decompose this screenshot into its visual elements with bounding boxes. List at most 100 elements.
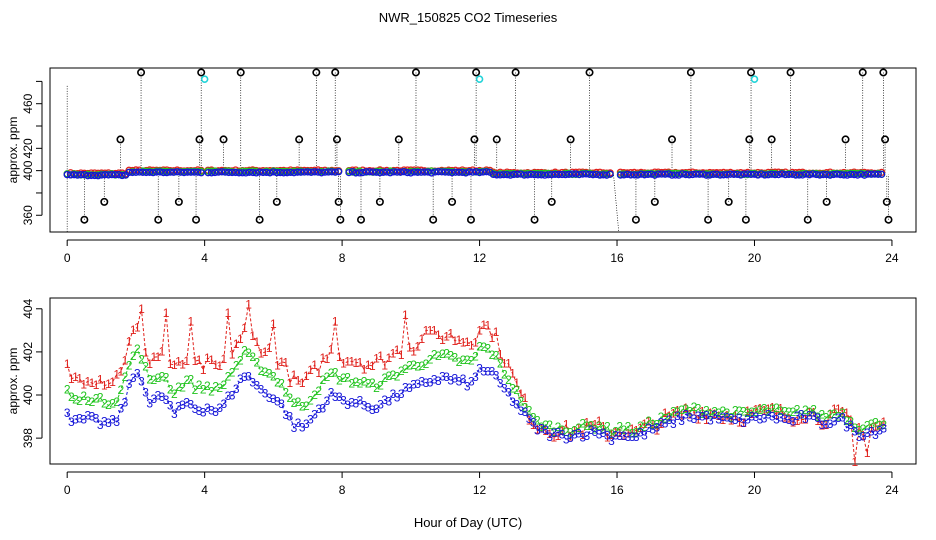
bottom-series-1-point: 1 (278, 355, 285, 369)
bottom-series-3-point: 3 (546, 430, 553, 444)
y-tick-label: 400 (21, 160, 35, 180)
x-tick-label: 12 (473, 251, 487, 265)
bottom-series-3-point: 3 (786, 413, 793, 427)
top-series-3-point (630, 171, 638, 179)
bottom-series-3-point: 3 (357, 393, 364, 407)
bottom-series-2-point: 2 (307, 394, 314, 408)
bottom-series-2-point: 2 (212, 380, 219, 394)
bottom-series-3-point: 3 (241, 370, 248, 384)
flagged-point (466, 215, 475, 224)
bottom-series-3-point: 3 (596, 427, 603, 441)
bottom-series-1-point: 1 (340, 357, 347, 371)
bottom-series-2-point: 2 (427, 353, 434, 367)
bottom-series-1-point: 1 (654, 424, 661, 438)
top-series-3-point (819, 170, 827, 179)
bottom-series-2-point: 2 (89, 395, 96, 409)
bottom-series-1-point: 1 (649, 417, 656, 431)
bottom-series-3-point: 3 (117, 401, 124, 415)
bottom-series-3-point: 3 (674, 409, 681, 423)
bottom-series-3-point: 3 (616, 429, 623, 443)
top-series-3-point (520, 171, 528, 179)
bottom-series-3-point: 3 (266, 391, 273, 405)
bottom-series-3-point: 3 (753, 410, 760, 424)
bottom-series-3-point: 3 (567, 431, 574, 445)
bottom-series-2-point: 2 (237, 353, 244, 367)
bottom-series-1-point: 1 (509, 367, 516, 381)
top-series-3-point (472, 168, 480, 176)
bottom-series-1-point: 1 (200, 363, 207, 377)
bottom-series-1-point: 1 (204, 351, 211, 365)
bottom-series-1-point: 1 (658, 417, 665, 431)
bottom-series-2-point: 2 (720, 404, 727, 418)
top-series-3-point (651, 171, 659, 179)
bottom-series-1-point: 1 (843, 406, 850, 420)
top-series-3-point (101, 171, 109, 179)
bottom-series-1-point: 1 (381, 359, 388, 373)
top-series-3-point (410, 168, 418, 176)
bottom-series-2-point: 2 (608, 427, 615, 441)
top-series-3-point (469, 168, 477, 176)
top-series-3-point (170, 168, 178, 176)
bottom-series-3-point: 3 (476, 361, 483, 375)
top-series-3-point (259, 168, 267, 177)
bottom-series-1-point: 1 (674, 403, 681, 417)
bottom-series-1-point: 1 (489, 331, 496, 345)
top-series-3-point (414, 168, 422, 176)
bottom-series-1-point: 1 (851, 455, 858, 469)
top-series-3-point (750, 170, 759, 178)
bottom-series-1-point: 1 (827, 407, 834, 421)
bottom-series-3-point: 3 (287, 409, 294, 423)
top-series-3-point (678, 170, 686, 178)
bottom-series-3-point: 3 (773, 413, 780, 427)
bottom-series-2-point: 2 (336, 373, 343, 387)
bottom-series-2-point: 2 (179, 381, 186, 395)
bottom-series-1-point: 1 (295, 373, 302, 387)
bottom-series-3-point: 3 (645, 421, 652, 435)
bottom-series-2-point: 2 (369, 376, 376, 390)
top-series-3-point (699, 170, 707, 178)
top-series-3-point (448, 169, 456, 177)
bottom-series-2-point: 2 (682, 402, 689, 416)
bottom-series-2-point: 2 (555, 420, 562, 434)
top-series-3-point (70, 171, 78, 179)
bottom-series-1-point: 1 (332, 315, 339, 329)
top-series-3-point (465, 168, 473, 176)
bottom-series-1-point: 1 (431, 324, 438, 338)
flagged-point (650, 197, 659, 206)
flagged-point (100, 197, 109, 206)
bottom-series-2-point: 2 (567, 426, 574, 440)
bottom-series-2-point: 2 (64, 383, 71, 397)
bottom-series-1-point: 1 (303, 369, 310, 383)
bottom-series-3-point: 3 (381, 393, 388, 407)
bottom-series-2-point: 2 (604, 419, 611, 433)
bottom-series-3-point: 3 (311, 408, 318, 422)
bottom-series-2-point: 2 (497, 357, 504, 371)
bottom-series-2-point: 2 (814, 410, 821, 424)
top-series-3-point (726, 170, 735, 178)
bottom-series-1-point: 1 (794, 414, 801, 428)
x-tick-label: 12 (473, 483, 487, 497)
top-series-3-point (792, 171, 800, 179)
top-series-3-point (493, 171, 501, 179)
bottom-series-1-point: 1 (781, 410, 788, 424)
flagged-point (334, 197, 343, 206)
bottom-series-2-point: 2 (794, 403, 801, 417)
top-series-3-point (675, 171, 683, 179)
bottom-series-2-point: 2 (753, 405, 760, 419)
bottom-series-3-point: 3 (390, 387, 397, 401)
bottom-series-1-point: 1 (806, 405, 813, 419)
bottom-series-1-point: 1 (237, 332, 244, 346)
bottom-series-1-point: 1 (68, 372, 75, 386)
top-series-3-point (482, 168, 491, 176)
bottom-series-3-point: 3 (480, 364, 487, 378)
top-series-3-point (146, 168, 154, 176)
bottom-series-1-point: 1 (513, 376, 520, 390)
top-series-3-point (66, 171, 75, 179)
bottom-series-1-point: 1 (439, 333, 446, 347)
bottom-series-2-point: 2 (402, 362, 409, 376)
top-series-3-point (393, 168, 401, 176)
bottom-series-3-point: 3 (208, 403, 215, 417)
bottom-series-1-point: 1 (456, 333, 463, 347)
bottom-series-2-point: 2 (563, 425, 570, 439)
